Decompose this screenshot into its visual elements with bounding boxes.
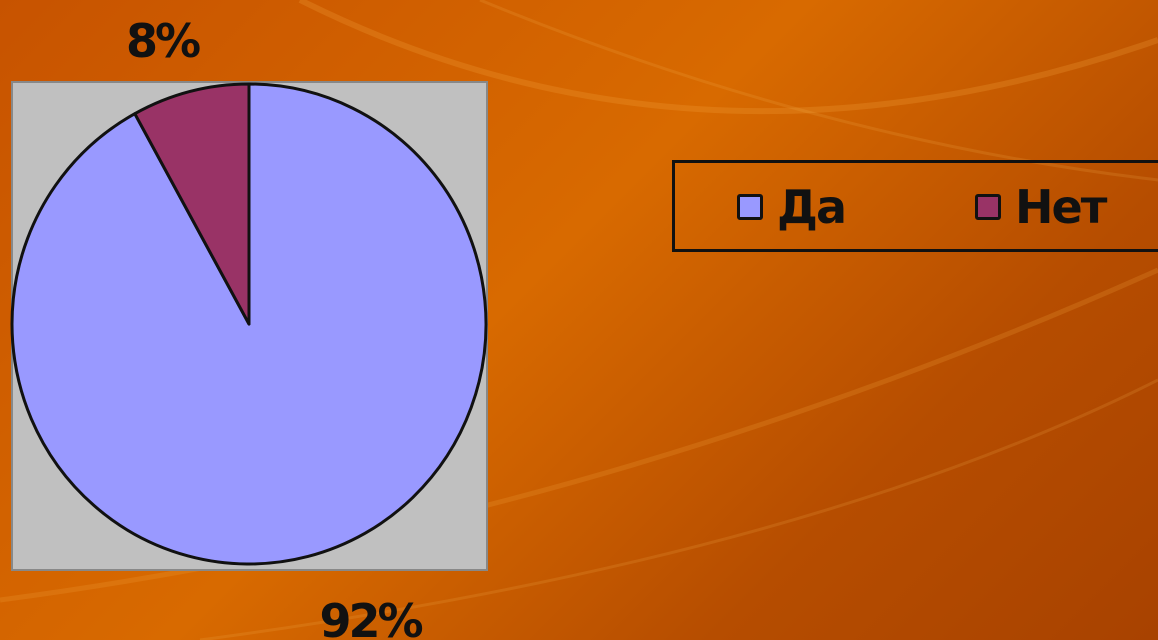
legend-item-no: Нет [975,180,1107,234]
chart-legend: Да Нет [672,160,1158,252]
pie-slice-no [133,82,251,326]
data-label-no: 8% [126,14,200,68]
legend-label-no: Нет [1015,180,1107,234]
data-label-yes: 92% [319,594,422,640]
legend-item-yes: Да [737,180,847,234]
legend-label-yes: Да [777,180,847,234]
legend-swatch-yes [737,194,763,220]
legend-swatch-no [975,194,1001,220]
